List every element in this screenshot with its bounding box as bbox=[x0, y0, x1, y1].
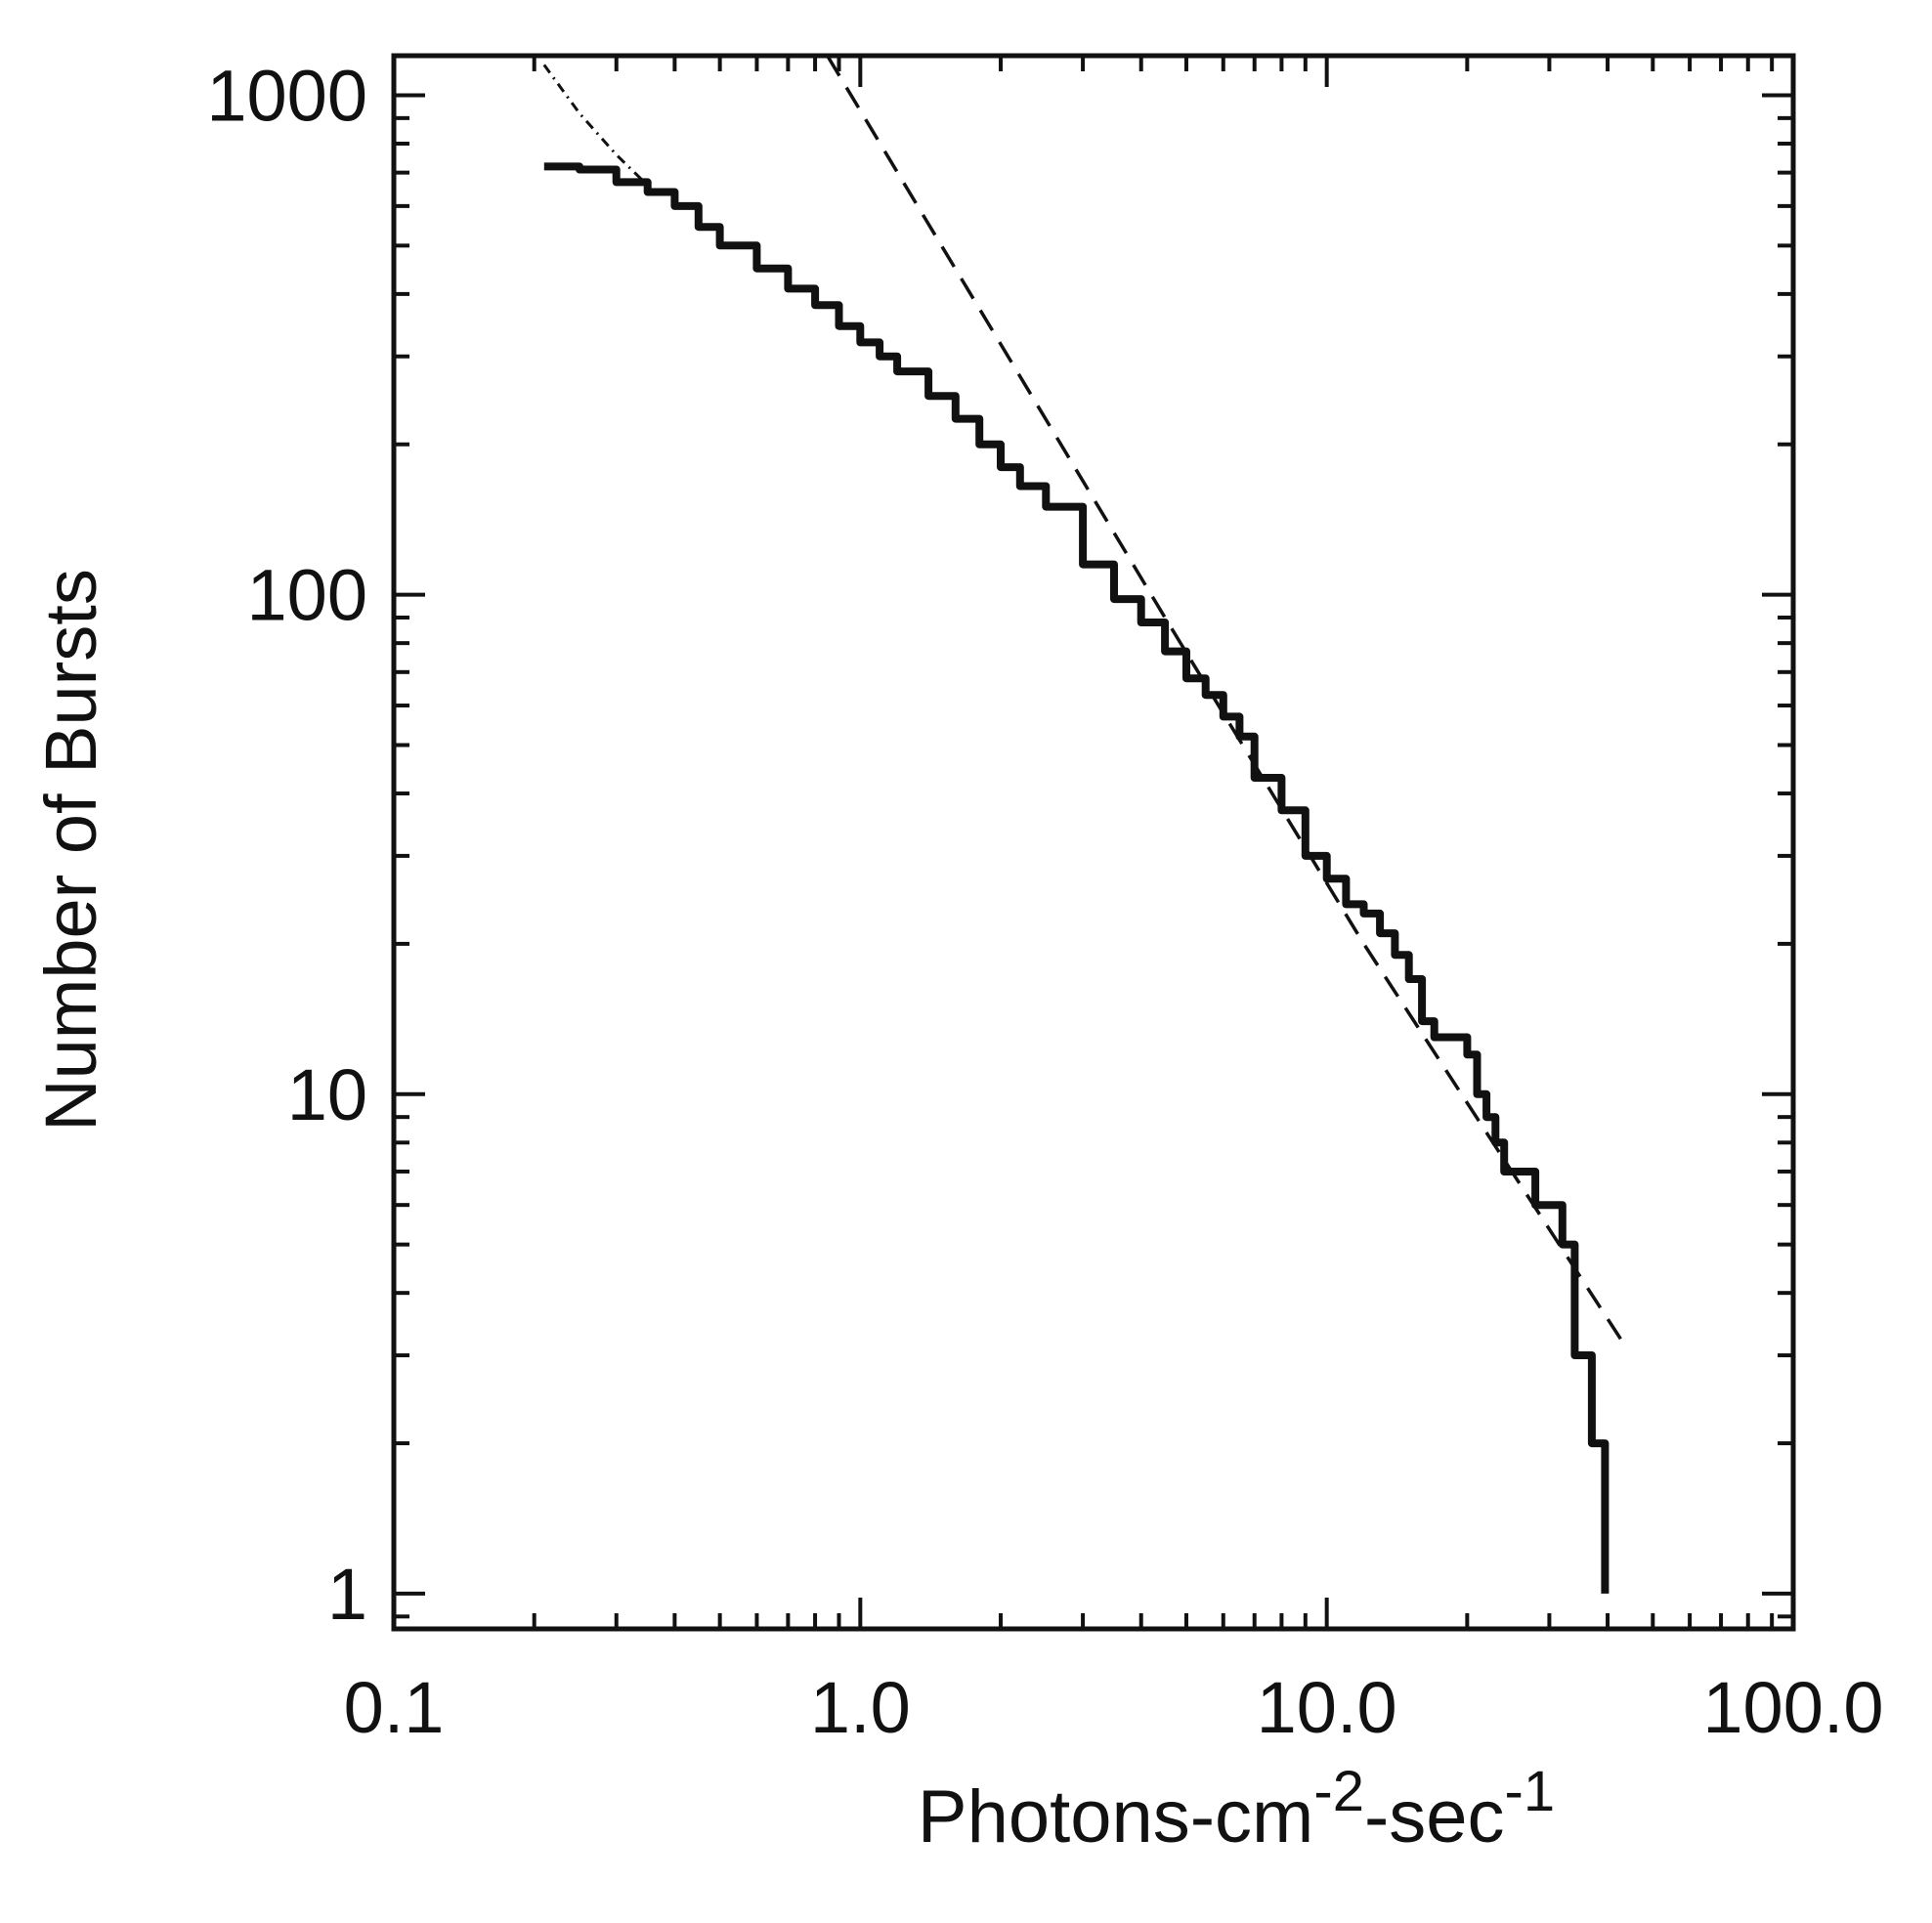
x-tick-labels: 0.1 1.0 10.0 100.0 bbox=[344, 1667, 1884, 1748]
series-layer bbox=[542, 55, 1624, 1594]
y-axis-label: Number of Bursts bbox=[30, 569, 111, 1132]
y-tick-label: 100 bbox=[247, 555, 367, 636]
x-axis-label-sup1: -2 bbox=[1313, 1760, 1364, 1823]
x-tick-label: 0.1 bbox=[344, 1667, 445, 1748]
series-line-solid-thick bbox=[543, 162, 1610, 1594]
y-tick-label: 1 bbox=[327, 1554, 367, 1635]
y-tick-label: 10 bbox=[287, 1054, 367, 1135]
x-axis-label-sup2: -1 bbox=[1505, 1760, 1556, 1823]
plot-frame bbox=[391, 53, 1796, 1632]
x-axis-label-mid: -sec bbox=[1364, 1775, 1505, 1859]
x-tick-label: 1.0 bbox=[810, 1667, 911, 1748]
x-axis-label: Photons-cm-2-sec-1 bbox=[918, 1760, 1555, 1859]
x-tick-label: 100.0 bbox=[1702, 1667, 1883, 1748]
y-tick-label: 1000 bbox=[206, 55, 367, 136]
series-line-dash-dot bbox=[542, 64, 649, 187]
y-tick-labels: 1 10 100 1000 bbox=[206, 55, 367, 1634]
series-line-dashed bbox=[826, 55, 1624, 1343]
x-tick-label: 10.0 bbox=[1257, 1667, 1397, 1748]
minor-ticks bbox=[394, 56, 1793, 1629]
x-axis-label-base: Photons-cm bbox=[918, 1775, 1314, 1859]
